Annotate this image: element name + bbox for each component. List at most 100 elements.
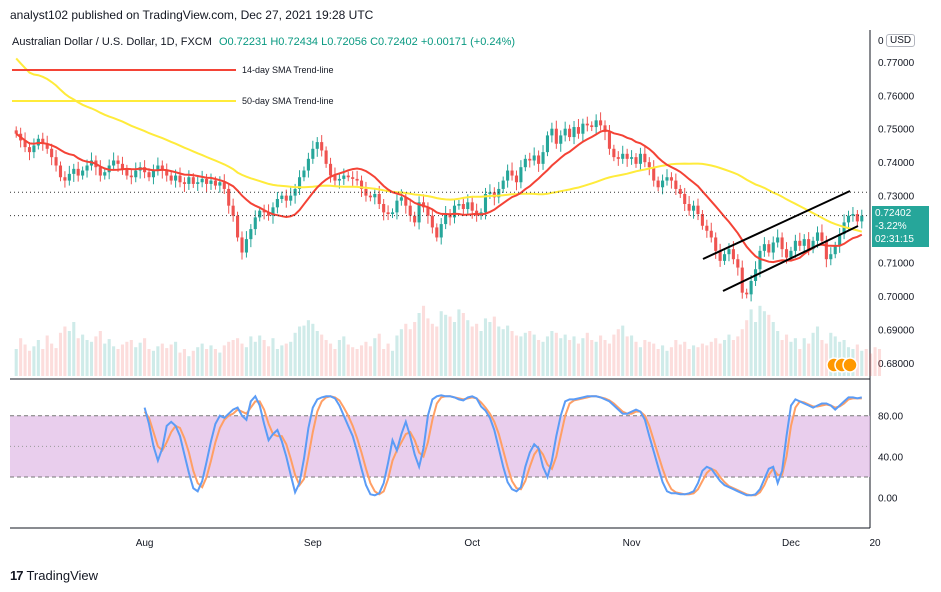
volume-bar bbox=[227, 341, 231, 376]
volume-bar bbox=[129, 340, 133, 376]
candle bbox=[745, 292, 749, 295]
candle bbox=[134, 170, 138, 178]
publisher-line: analyst102 published on TradingView.com,… bbox=[10, 8, 374, 22]
price-tick-label: 0.76000 bbox=[878, 91, 915, 102]
candle bbox=[76, 168, 80, 176]
volume-bar bbox=[72, 322, 76, 376]
candle bbox=[275, 198, 279, 208]
volume-bar bbox=[802, 338, 806, 376]
currency-button[interactable]: USD bbox=[886, 34, 916, 47]
volume-bar bbox=[120, 344, 125, 376]
candle bbox=[700, 214, 704, 226]
volume-bar bbox=[585, 332, 589, 376]
candle bbox=[829, 254, 833, 260]
candle bbox=[523, 158, 527, 168]
candle bbox=[45, 143, 49, 149]
volume-bar bbox=[452, 322, 457, 376]
candle bbox=[669, 177, 673, 181]
candle bbox=[444, 214, 448, 225]
candle bbox=[488, 192, 492, 194]
candle bbox=[824, 240, 828, 260]
price-tick-label: 0.68000 bbox=[878, 359, 915, 370]
candle bbox=[510, 170, 514, 176]
candle bbox=[851, 214, 855, 216]
candle bbox=[430, 215, 434, 228]
volume-bar bbox=[320, 334, 324, 376]
volume-bar bbox=[328, 343, 333, 376]
volume-bar bbox=[621, 325, 625, 376]
volume-bar bbox=[572, 336, 576, 376]
volume-bar bbox=[85, 340, 89, 376]
candle bbox=[811, 240, 815, 250]
volume-bar bbox=[36, 340, 40, 376]
volume-bar bbox=[700, 343, 704, 376]
volume-bar bbox=[829, 332, 833, 376]
volume-bar bbox=[333, 349, 337, 376]
candle bbox=[625, 153, 629, 159]
volume-bar bbox=[537, 340, 541, 376]
candle bbox=[461, 204, 465, 210]
volume-bar bbox=[89, 341, 94, 376]
volume-bar bbox=[134, 347, 138, 376]
volume-bar bbox=[19, 338, 23, 376]
candle bbox=[652, 167, 656, 181]
volume-bar bbox=[532, 334, 536, 376]
volume-bar bbox=[519, 336, 523, 376]
volume-bar bbox=[612, 334, 616, 376]
volume-bar bbox=[696, 347, 700, 376]
volume-bar bbox=[346, 344, 350, 376]
volume-bar bbox=[430, 323, 434, 376]
volume-bar bbox=[523, 332, 527, 376]
ohlc-open: O0.72231 bbox=[218, 36, 268, 48]
candle bbox=[364, 188, 368, 196]
volume-bar bbox=[244, 347, 248, 376]
volume-bar bbox=[191, 350, 195, 376]
candle bbox=[665, 177, 669, 181]
candle bbox=[156, 165, 160, 171]
tradingview-brand[interactable]: 17 TradingView bbox=[10, 568, 98, 583]
volume-bar bbox=[54, 348, 58, 376]
volume-bar bbox=[253, 341, 257, 376]
candle bbox=[612, 148, 616, 158]
candle bbox=[705, 225, 709, 231]
volume-bar bbox=[625, 336, 629, 376]
volume-bar bbox=[413, 322, 417, 376]
volume-bar bbox=[767, 314, 771, 376]
candle bbox=[240, 237, 244, 253]
ohlc-close: C0.72402 bbox=[370, 36, 418, 48]
volume-bar bbox=[789, 341, 793, 376]
candle bbox=[386, 212, 390, 215]
volume-bar bbox=[262, 340, 266, 376]
volume-bar bbox=[116, 349, 120, 376]
volume-bar bbox=[187, 356, 191, 376]
volume-bar bbox=[749, 309, 753, 376]
candle bbox=[258, 210, 262, 218]
candle bbox=[81, 170, 85, 176]
time-tick-label: Dec bbox=[782, 538, 800, 549]
candle bbox=[758, 250, 762, 270]
volume-bar bbox=[289, 341, 293, 376]
candle bbox=[776, 237, 780, 243]
volume-bar bbox=[758, 305, 762, 376]
candle bbox=[470, 202, 474, 211]
volume-bar bbox=[63, 326, 67, 376]
last-price-label: 0.72402 -3.22% 02:31:15 bbox=[872, 206, 929, 247]
candle bbox=[793, 240, 797, 251]
oscillator-tick-label: 40.00 bbox=[878, 453, 903, 464]
candle bbox=[395, 200, 399, 213]
candle bbox=[85, 165, 89, 171]
volume-bar bbox=[351, 347, 355, 376]
time-tick-label: Oct bbox=[464, 538, 480, 549]
candle bbox=[559, 135, 563, 144]
symbol-name[interactable]: Australian Dollar / U.S. Dollar, 1D, FXC… bbox=[12, 36, 212, 48]
candle bbox=[373, 193, 377, 198]
candle bbox=[67, 173, 71, 181]
candle bbox=[302, 170, 306, 178]
candle bbox=[572, 127, 576, 138]
bar-countdown: 02:31:15 bbox=[875, 234, 914, 245]
candle bbox=[762, 244, 766, 251]
volume-bar bbox=[745, 320, 749, 376]
price-tick-label: 0.74000 bbox=[878, 158, 915, 169]
volume-bar bbox=[399, 329, 403, 376]
candle bbox=[355, 178, 359, 181]
